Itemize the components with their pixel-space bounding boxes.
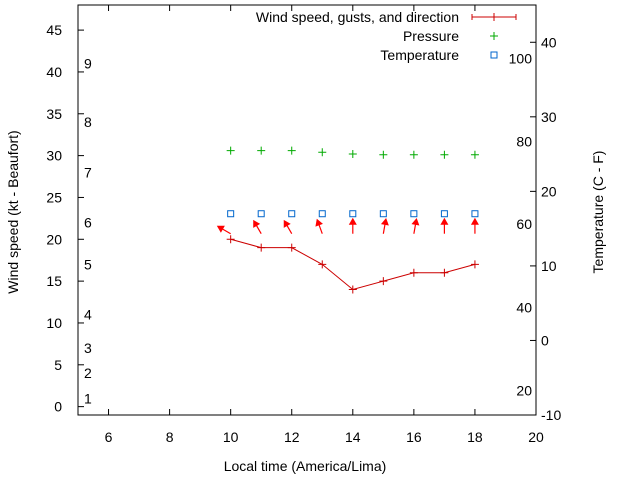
pressure-point bbox=[257, 146, 266, 155]
wind-speed-point bbox=[379, 277, 388, 286]
wind-speed-line bbox=[230, 238, 476, 291]
temperature-point bbox=[257, 210, 265, 218]
beaufort-label: 2 bbox=[84, 365, 92, 381]
y-left-tick-label: 40 bbox=[46, 64, 62, 80]
y-left-tick-label: 30 bbox=[46, 148, 62, 164]
y-right-tick-label: 0 bbox=[541, 332, 549, 348]
x-tick-label: 12 bbox=[284, 429, 300, 445]
y-left-tick-label: 5 bbox=[54, 357, 62, 373]
wind-speed-point bbox=[348, 285, 357, 294]
beaufort-label: 7 bbox=[84, 164, 92, 180]
wind-speed-point bbox=[470, 260, 479, 269]
wind-direction-arrow bbox=[440, 217, 449, 234]
wind-direction-arrow bbox=[411, 217, 420, 234]
y-right-tick-label: 40 bbox=[541, 34, 557, 50]
y-left-tick-label: 0 bbox=[54, 399, 62, 415]
y-left-tick-label: 25 bbox=[46, 189, 62, 205]
beaufort-label: 8 bbox=[84, 114, 92, 130]
legend-label: Wind speed, gusts, and direction bbox=[256, 9, 459, 25]
beaufort-label: 4 bbox=[84, 307, 92, 323]
legend-swatch-temperature bbox=[490, 51, 498, 59]
wind-direction-arrow bbox=[283, 219, 293, 235]
fahrenheit-label: 20 bbox=[516, 382, 532, 398]
legend: Wind speed, gusts, and direction Pressure… bbox=[256, 9, 517, 63]
wind-speed-point bbox=[440, 268, 449, 277]
x-tick-label: 14 bbox=[345, 429, 361, 445]
wind-direction-arrow bbox=[470, 217, 479, 234]
pressure-point bbox=[348, 149, 357, 158]
x-axis-label: Local time (America/Lima) bbox=[224, 458, 387, 474]
tick-marks bbox=[78, 5, 537, 416]
wind-speed-point bbox=[226, 235, 235, 244]
y-right-tick-label: 30 bbox=[541, 109, 557, 125]
x-tick-label: 8 bbox=[166, 429, 174, 445]
beaufort-label: 6 bbox=[84, 215, 92, 231]
legend-swatch-pressure bbox=[490, 32, 498, 40]
wind-speed-point bbox=[318, 260, 327, 269]
wind-speed-point bbox=[287, 243, 296, 252]
temperature-point bbox=[288, 210, 296, 218]
temperature-point bbox=[379, 210, 387, 218]
temperature-point bbox=[410, 210, 418, 218]
temperature-point bbox=[440, 210, 448, 218]
fahrenheit-label: 100 bbox=[509, 51, 533, 67]
plot-area-frame bbox=[77, 4, 537, 416]
x-tick-label: 20 bbox=[528, 429, 544, 445]
beaufort-label: 3 bbox=[84, 340, 92, 356]
beaufort-label: 5 bbox=[84, 256, 92, 272]
x-tick-label: 10 bbox=[223, 429, 239, 445]
wind-direction-arrow bbox=[253, 219, 262, 235]
y-right-tick-label: 20 bbox=[541, 183, 557, 199]
wind-direction-arrow bbox=[216, 225, 231, 235]
pressure-point bbox=[287, 146, 296, 155]
wind-direction-arrow bbox=[348, 217, 357, 234]
wind-direction-arrow bbox=[315, 218, 323, 234]
y-left-tick-label: 20 bbox=[46, 231, 62, 247]
beaufort-label: 1 bbox=[84, 390, 92, 406]
legend-label: Pressure bbox=[403, 28, 459, 44]
y-right-tick-label: 10 bbox=[541, 258, 557, 274]
y-left-tick-label: 45 bbox=[46, 22, 62, 38]
temperature-point bbox=[227, 210, 235, 218]
beaufort-label: 9 bbox=[84, 56, 92, 72]
wind-speed-point bbox=[409, 268, 418, 277]
pressure-point bbox=[318, 148, 327, 157]
pressure-point bbox=[470, 150, 479, 159]
axis-tick-labels: 6 8 10 12 14 16 18 20051015202530354045-1001020… bbox=[46, 22, 561, 445]
y-left-tick-label: 10 bbox=[46, 315, 62, 331]
temperature-point bbox=[471, 210, 479, 218]
y-left-tick-label: 15 bbox=[46, 273, 62, 289]
pressure-point bbox=[440, 150, 449, 159]
fahrenheit-label: 40 bbox=[516, 300, 532, 316]
x-tick-label: 18 bbox=[467, 429, 483, 445]
temperature-point bbox=[349, 210, 357, 218]
legend-label: Temperature bbox=[380, 47, 459, 63]
fahrenheit-label: 60 bbox=[516, 216, 532, 232]
fahrenheit-label: 80 bbox=[516, 133, 532, 149]
data-series bbox=[216, 146, 479, 294]
y-axis-left-label: Wind speed (kt - Beaufort) bbox=[5, 130, 21, 293]
pressure-point bbox=[226, 146, 235, 155]
x-tick-label: 16 bbox=[406, 429, 422, 445]
pressure-point bbox=[409, 150, 418, 159]
wind-direction-arrow bbox=[380, 217, 389, 234]
temperature-point bbox=[318, 210, 326, 218]
pressure-point bbox=[379, 150, 388, 159]
y-left-tick-label: 35 bbox=[46, 106, 62, 122]
x-tick-label: 6 bbox=[105, 429, 113, 445]
y-right-tick-label: -10 bbox=[541, 407, 561, 423]
wind-speed-point bbox=[257, 243, 266, 252]
y-axis-right-label: Temperature (C - F) bbox=[590, 151, 606, 274]
